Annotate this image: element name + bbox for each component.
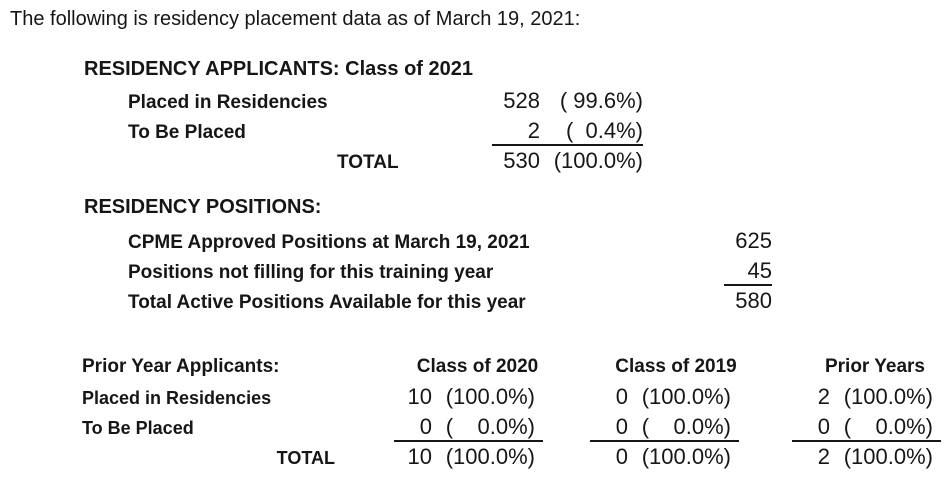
table-cell: 2 (100.0%): [739, 444, 941, 470]
value-percent: (100.0%): [445, 384, 535, 409]
value-percent: ( 0.0%): [445, 414, 535, 439]
value-count: 530: [503, 148, 540, 173]
prior-years-row-header: Prior Year Applicants:: [82, 356, 280, 377]
applicants-section-title: RESIDENCY APPLICANTS: Class of 2021: [84, 58, 473, 80]
row-value: 528 ( 99.6%): [492, 88, 643, 114]
value-count: 2: [817, 384, 830, 409]
row-label: CPME Approved Positions at March 19, 202…: [128, 232, 530, 253]
table-cell: 2 (100.0%): [739, 384, 941, 410]
value-percent: ( 0.0%): [843, 414, 933, 439]
prior-years-row-placed: Placed in Residencies 10 (100.0%) 0 (100.0…: [82, 384, 941, 410]
column-header-class-2019: Class of 2019: [615, 356, 737, 377]
value-percent: (100.0%): [843, 384, 933, 409]
column-header-class-2020: Class of 2020: [416, 356, 539, 377]
cell-value-underlined: 0 ( 0.0%): [590, 414, 739, 442]
positions-row-not-filling: Positions not filling for this training …: [128, 258, 772, 286]
value-percent: (100.0%): [445, 444, 535, 469]
total-label: TOTAL: [337, 152, 399, 173]
prior-years-row-total: TOTAL 10 (100.0%) 0 (100.0%) 2 (100.0%): [82, 444, 941, 470]
total-label: TOTAL: [276, 448, 335, 468]
value-count: 528: [503, 88, 540, 113]
cell-value: 0 (100.0%): [590, 444, 739, 470]
row-value: 530 (100.0%): [492, 148, 643, 174]
table-cell: 0 ( 0.0%): [543, 414, 739, 442]
cell-value: 10 (100.0%): [394, 444, 543, 470]
value-count: 0: [615, 444, 628, 469]
intro-line: The following is residency placement dat…: [10, 8, 581, 30]
row-label: To Be Placed: [128, 122, 246, 143]
cell-value: 2 (100.0%): [792, 384, 941, 410]
cell-value-underlined: 0 ( 0.0%): [792, 414, 941, 442]
value-percent: (100.0%): [843, 444, 933, 469]
prior-years-header-row: Prior Year Applicants: Class of 2020 Cla…: [82, 356, 941, 378]
positions-section-title: RESIDENCY POSITIONS:: [84, 196, 322, 218]
value-count: 2: [817, 444, 830, 469]
row-label: Placed in Residencies: [128, 92, 328, 113]
value-percent: (100.0%): [641, 384, 731, 409]
row-value-underlined: 2 ( 0.4%): [492, 118, 643, 146]
table-cell: 0 (100.0%): [543, 384, 739, 410]
table-cell: 0 ( 0.0%): [342, 414, 543, 442]
row-label: Placed in Residencies: [82, 388, 272, 408]
row-label: Total Active Positions Available for thi…: [128, 292, 526, 313]
value-count: 580: [735, 288, 772, 313]
value-count: 625: [735, 228, 772, 253]
cell-value: 0 (100.0%): [590, 384, 739, 410]
table-cell: 10 (100.0%): [342, 444, 543, 470]
value-count: 0: [419, 414, 432, 439]
column-header-prior-years: Prior Years: [824, 356, 925, 377]
value-percent: ( 0.0%): [641, 414, 731, 439]
row-label: To Be Placed: [82, 418, 194, 438]
prior-years-row-to-be-placed: To Be Placed 0 ( 0.0%) 0 ( 0.0%) 0 ( 0.0%): [82, 414, 941, 442]
value-count: 0: [615, 414, 628, 439]
value-percent: ( 99.6%): [559, 88, 643, 113]
value-percent: (100.0%): [641, 444, 731, 469]
positions-row-approved: CPME Approved Positions at March 19, 202…: [128, 228, 772, 254]
applicants-row-placed: Placed in Residencies 528 ( 99.6%): [128, 88, 643, 114]
value-count: 2: [527, 118, 540, 143]
cell-value: 10 (100.0%): [394, 384, 543, 410]
value-percent: (100.0%): [553, 148, 643, 173]
value-count-underlined: 45: [724, 258, 772, 286]
applicants-row-total: TOTAL 530 (100.0%): [128, 148, 643, 174]
table-cell: 0 (100.0%): [543, 444, 739, 470]
row-label: Positions not filling for this training …: [128, 262, 494, 283]
value-count: 0: [817, 414, 830, 439]
cell-value: 2 (100.0%): [792, 444, 941, 470]
value-count: 10: [407, 444, 432, 469]
positions-row-total-active: Total Active Positions Available for thi…: [128, 288, 772, 314]
table-cell: 10 (100.0%): [342, 384, 543, 410]
applicants-row-to-be-placed: To Be Placed 2 ( 0.4%): [128, 118, 643, 146]
value-percent: ( 0.4%): [565, 118, 643, 143]
value-count: 10: [407, 384, 432, 409]
table-cell: 0 ( 0.0%): [739, 414, 941, 442]
cell-value-underlined: 0 ( 0.0%): [394, 414, 543, 442]
value-count: 0: [615, 384, 628, 409]
